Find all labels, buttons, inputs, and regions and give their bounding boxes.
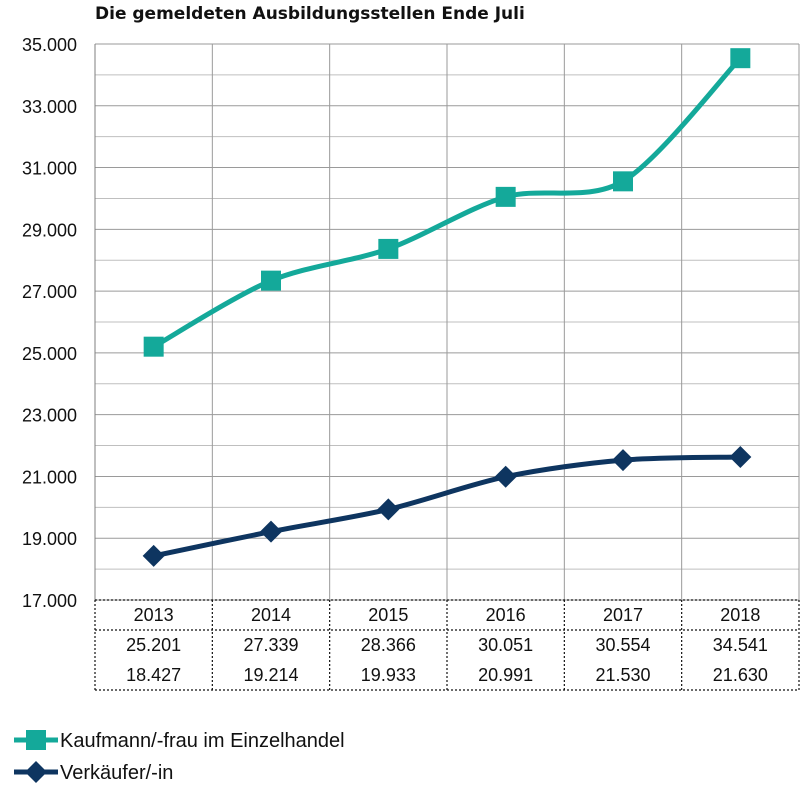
data-point bbox=[730, 48, 751, 69]
data-point bbox=[261, 270, 281, 291]
y-tick-label: 19.000 bbox=[22, 529, 77, 549]
data-table-value: 20.991 bbox=[478, 665, 533, 685]
data-point bbox=[377, 498, 400, 521]
x-category-label: 2013 bbox=[134, 605, 174, 625]
data-table-value: 28.366 bbox=[361, 635, 416, 655]
data-table-value: 21.530 bbox=[595, 665, 650, 685]
y-tick-label: 25.000 bbox=[22, 344, 77, 364]
y-tick-label: 17.000 bbox=[22, 591, 77, 611]
data-table-value: 27.339 bbox=[243, 635, 298, 655]
data-point bbox=[142, 544, 165, 567]
y-tick-label: 33.000 bbox=[22, 97, 77, 117]
legend-label: Verkäufer/-in bbox=[60, 762, 173, 784]
data-table-value: 30.554 bbox=[595, 635, 650, 655]
x-category-label: 2014 bbox=[251, 605, 291, 625]
data-table-value: 21.630 bbox=[713, 665, 768, 685]
y-tick-label: 31.000 bbox=[22, 159, 77, 179]
y-tick-label: 35.000 bbox=[22, 35, 77, 55]
data-point bbox=[494, 465, 517, 488]
data-table-value: 19.214 bbox=[243, 665, 298, 685]
chart-title: Die gemeldeten Ausbildungsstellen Ende J… bbox=[95, 4, 525, 24]
data-point bbox=[495, 186, 516, 207]
x-category-label: 2017 bbox=[603, 605, 643, 625]
data-table-value: 25.201 bbox=[126, 635, 181, 655]
data-point bbox=[260, 520, 282, 543]
y-tick-label: 21.000 bbox=[22, 467, 77, 487]
legend-marker bbox=[26, 730, 46, 750]
data-point bbox=[143, 336, 164, 357]
data-point bbox=[378, 238, 399, 259]
data-table-value: 34.541 bbox=[713, 635, 768, 655]
y-tick-label: 27.000 bbox=[22, 282, 77, 302]
data-point bbox=[613, 171, 633, 192]
data-table-value: 18.427 bbox=[126, 665, 181, 685]
data-table-value: 30.051 bbox=[478, 635, 533, 655]
y-tick-label: 29.000 bbox=[22, 220, 77, 240]
x-category-label: 2015 bbox=[368, 605, 408, 625]
legend-label: Kaufmann/-frau im Einzelhandel bbox=[60, 730, 345, 752]
y-tick-label: 23.000 bbox=[22, 406, 77, 426]
data-point bbox=[612, 449, 634, 472]
x-category-label: 2018 bbox=[720, 605, 760, 625]
data-table-value: 19.933 bbox=[361, 665, 416, 685]
data-point bbox=[729, 445, 752, 468]
legend-marker bbox=[25, 761, 47, 783]
x-category-label: 2016 bbox=[486, 605, 526, 625]
